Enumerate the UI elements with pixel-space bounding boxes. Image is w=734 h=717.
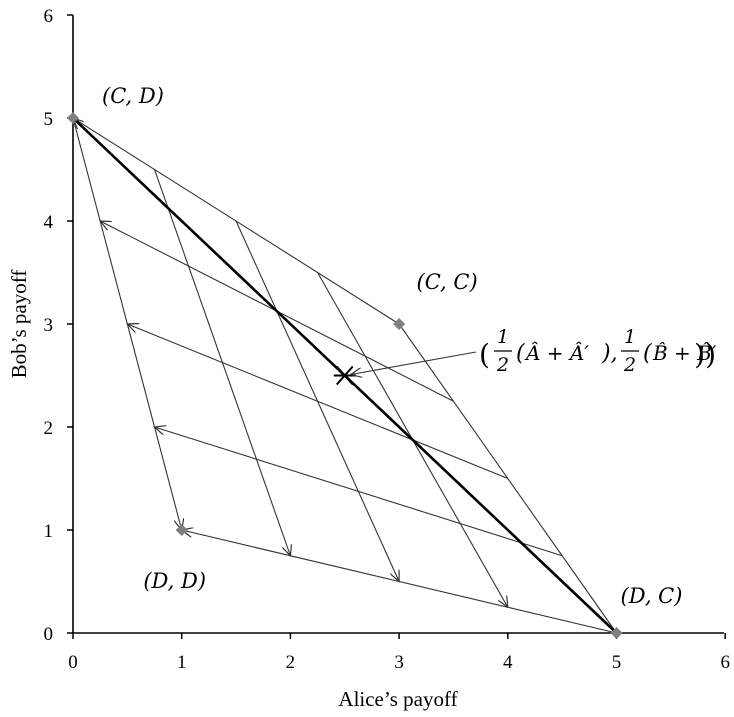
tick-labels: 0 1 2 3 4 5 6 0 1 2 3 4 5 6 — [44, 6, 730, 673]
arrow-line-down-3 — [72, 117, 182, 530]
vertex-marker-1 — [393, 318, 406, 330]
arrow-line-down-0 — [154, 169, 291, 556]
vertex-label-0: (C, D) — [102, 84, 164, 108]
y-tick-label-5: 5 — [44, 109, 54, 130]
ann-b-sum: B̂ + B̂′ — [652, 341, 717, 365]
boundary-line-0 — [72, 117, 400, 325]
y-tick-label-4: 4 — [44, 212, 54, 233]
x-tick-label-1: 1 — [177, 652, 187, 673]
ann-frac2-num: 1 — [624, 326, 636, 348]
y-tick-label-0: 0 — [44, 624, 54, 645]
x-tick-label-6: 6 — [720, 652, 730, 673]
x-tick-label-4: 4 — [503, 652, 513, 673]
x-axis-title: Alice’s payoff — [338, 687, 457, 711]
x-tick-label-3: 3 — [394, 652, 404, 673]
ann-inner-open2: ( — [643, 341, 652, 366]
vertex-label-1: (C, C) — [417, 270, 478, 294]
ann-frac1-num: 1 — [497, 326, 509, 348]
y-tick-label-3: 3 — [44, 315, 54, 336]
x-tick-label-2: 2 — [286, 652, 296, 673]
ann-open-paren: ( — [479, 338, 490, 371]
ann-sep: ), — [601, 341, 618, 366]
x-tick-label-5: 5 — [612, 652, 622, 673]
ann-frac1-den: 2 — [496, 354, 509, 376]
arrow-line-down-1 — [235, 220, 399, 582]
vertex-label-2: (D, D) — [143, 569, 206, 593]
boundary-line-1 — [398, 323, 617, 634]
annotation-leader — [351, 351, 477, 375]
vertex-marker-2 — [175, 524, 188, 536]
y-tick-label-1: 1 — [44, 521, 54, 542]
ann-a-sum: Â + Â′ — [524, 341, 589, 365]
ann-inner-open1: ( — [516, 341, 525, 366]
vertices — [67, 112, 623, 639]
ann-frac2-den: 2 — [623, 354, 636, 376]
ann-close-parens: )) — [694, 338, 716, 371]
vertex-marker-3 — [610, 627, 623, 639]
vertex-marker-0 — [67, 112, 79, 124]
vertex-label-3: (D, C) — [621, 584, 683, 608]
midpoint-annotation: ( 1 2 ( Â + Â′ ), 1 2 ( B̂ + B̂′ )) — [479, 326, 717, 376]
y-axis-title: Bob’s payoff — [7, 270, 31, 379]
point-labels: (C, D) (C, C) (D, D) (D, C) — [102, 84, 682, 608]
y-tick-label-6: 6 — [44, 6, 54, 27]
y-tick-label-2: 2 — [44, 418, 54, 439]
x-tick-label-0: 0 — [68, 652, 78, 673]
